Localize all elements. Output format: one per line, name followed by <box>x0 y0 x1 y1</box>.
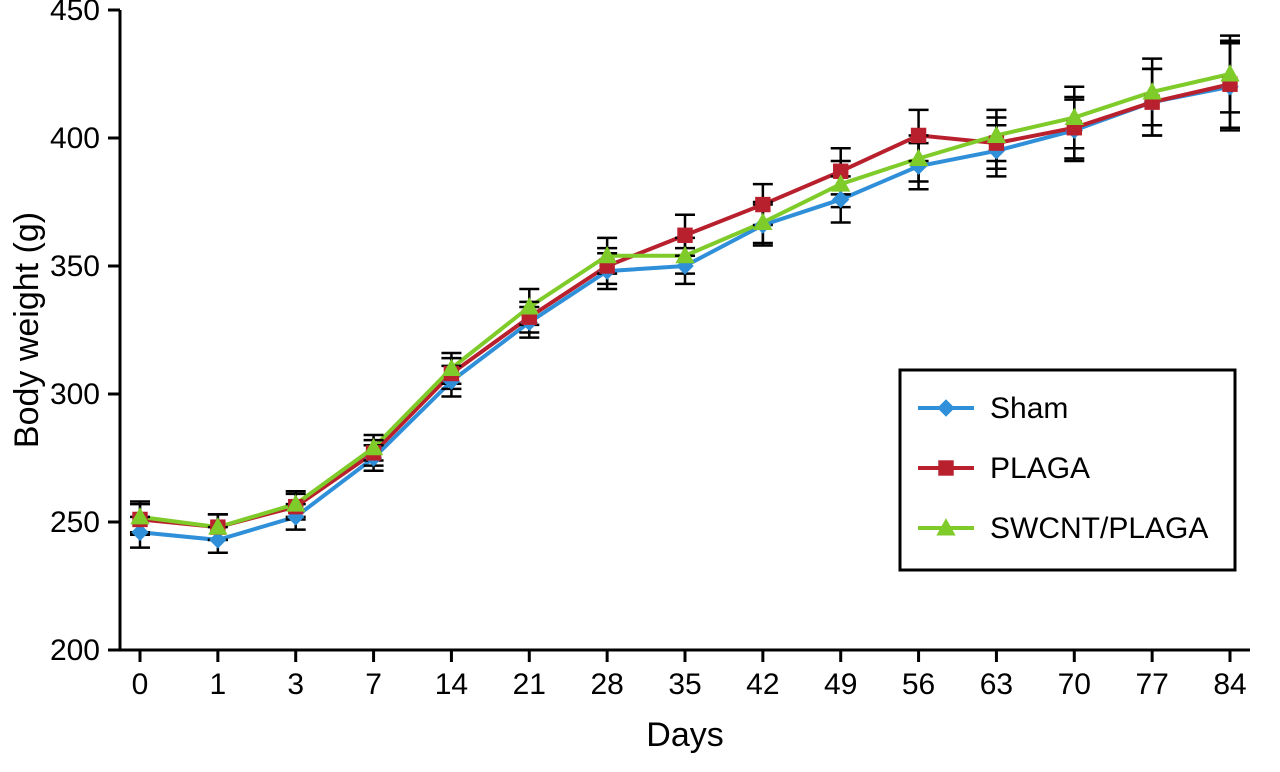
marker-square <box>678 228 692 242</box>
x-axis-title: Days <box>646 716 723 754</box>
x-tick-label: 49 <box>824 668 857 701</box>
x-tick-label: 63 <box>980 668 1013 701</box>
marker-square <box>756 197 770 211</box>
body-weight-chart: 200 250 300 350 400 450 0 1 3 7 14 21 28 35 42 49 56 63 70… <box>0 0 1280 772</box>
legend-marker-diamond <box>938 400 954 416</box>
y-axis-title: Body weight (g) <box>8 212 46 448</box>
x-tick-label: 28 <box>590 668 623 701</box>
marker-square <box>911 128 925 142</box>
y-tick-label: 200 <box>50 634 100 667</box>
x-tick-label: 84 <box>1213 668 1246 701</box>
legend-label: Sham <box>990 392 1068 425</box>
x-tick-label: 70 <box>1058 668 1091 701</box>
chart-container: 200 250 300 350 400 450 0 1 3 7 14 21 28 35 42 49 56 63 70… <box>0 0 1280 772</box>
y-tick-label: 450 <box>50 0 100 27</box>
x-tick-label: 21 <box>513 668 546 701</box>
legend-label: PLAGA <box>990 452 1090 485</box>
x-tick-label: 56 <box>902 668 935 701</box>
legend-marker-square <box>939 461 953 475</box>
y-tick-label: 400 <box>50 122 100 155</box>
y-tick-label: 350 <box>50 250 100 283</box>
legend-label: SWCNT/PLAGA <box>990 512 1208 545</box>
y-tick-label: 300 <box>50 378 100 411</box>
legend: Sham PLAGA SWCNT/PLAGA <box>900 370 1235 570</box>
x-tick-label: 1 <box>210 668 227 701</box>
x-tick-label: 14 <box>435 668 468 701</box>
x-tick-label: 77 <box>1135 668 1168 701</box>
x-tick-label: 3 <box>287 668 304 701</box>
y-tick-label: 250 <box>50 506 100 539</box>
x-tick-label: 0 <box>132 668 149 701</box>
marker-triangle <box>1221 65 1239 81</box>
x-tick-label: 7 <box>365 668 382 701</box>
x-tick-label: 42 <box>746 668 779 701</box>
x-tick-label: 35 <box>668 668 701 701</box>
